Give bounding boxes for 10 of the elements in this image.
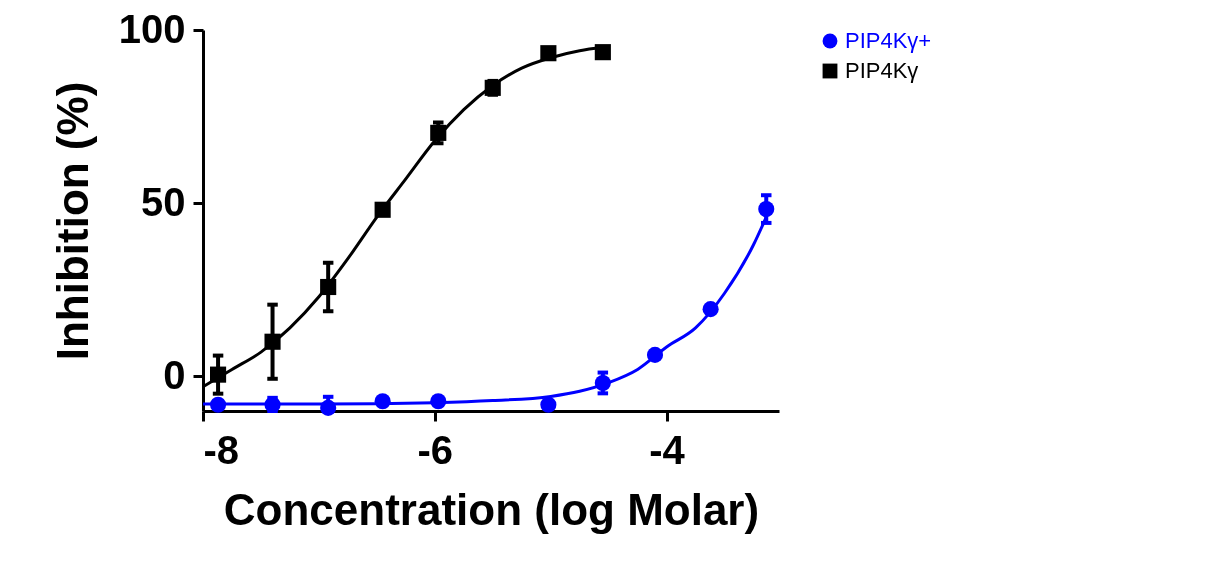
y-axis-title: Inhibition (%) xyxy=(47,81,97,361)
y-tick-label: 50 xyxy=(141,179,186,224)
y-tick-label: 100 xyxy=(118,6,186,51)
x-tick-label: -8 xyxy=(203,427,240,472)
x-tick-label: -6 xyxy=(417,427,454,472)
y-tick-label: 0 xyxy=(163,352,186,397)
x-tick-label: -4 xyxy=(649,427,686,472)
legend-label: PIP4Kγ+ xyxy=(845,28,932,53)
x-axis-title: Concentration (log Molar) xyxy=(223,484,760,534)
legend-label: PIP4Kγ xyxy=(845,58,919,83)
